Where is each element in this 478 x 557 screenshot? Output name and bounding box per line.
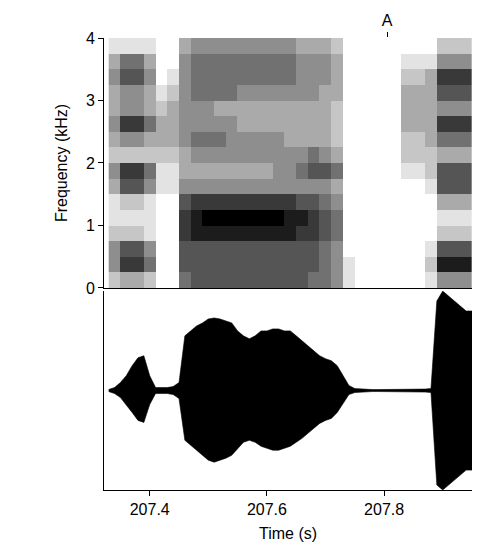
- svg-text:207.8: 207.8: [364, 501, 404, 518]
- svg-text:207.4: 207.4: [130, 501, 170, 518]
- svg-text:1: 1: [86, 217, 95, 234]
- svg-text:0: 0: [86, 280, 95, 297]
- svg-text:3: 3: [86, 92, 95, 109]
- svg-text:Frequency (kHz): Frequency (kHz): [53, 104, 70, 222]
- svg-text:2: 2: [86, 155, 95, 172]
- svg-text:4: 4: [86, 30, 95, 47]
- svg-text:Time (s): Time (s): [259, 525, 317, 542]
- svg-text:207.6: 207.6: [247, 501, 287, 518]
- svg-text:A: A: [382, 12, 393, 29]
